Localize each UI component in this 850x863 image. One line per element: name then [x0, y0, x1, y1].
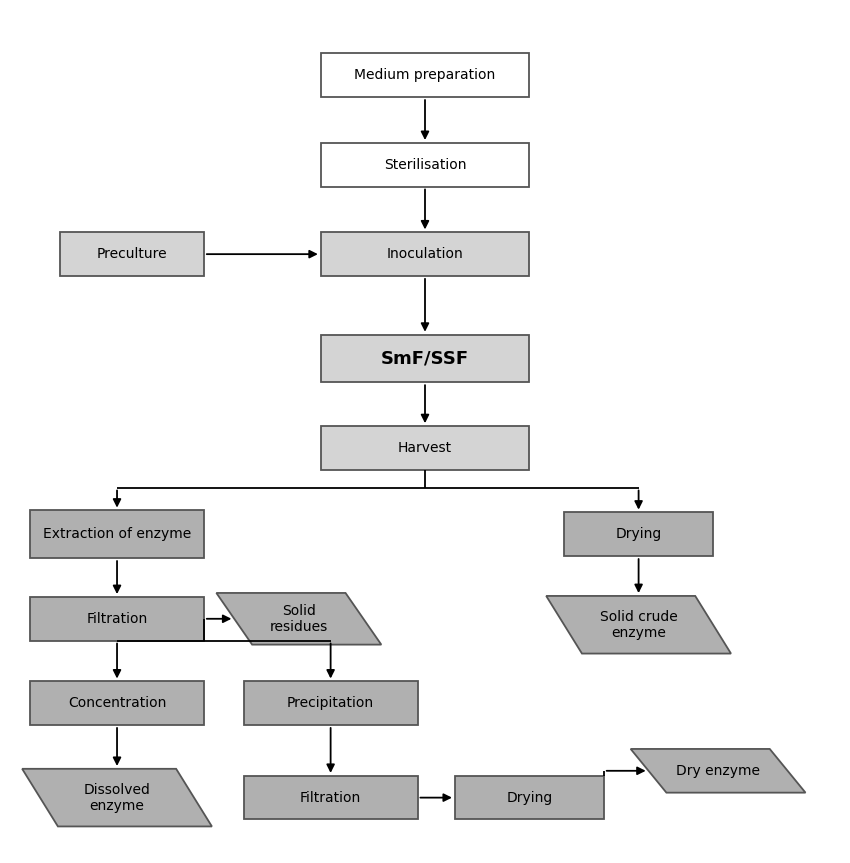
Text: Harvest: Harvest [398, 441, 452, 455]
Text: Concentration: Concentration [68, 696, 167, 710]
Bar [30, 511, 204, 558]
Bar [320, 232, 530, 276]
Bar [60, 232, 204, 276]
Bar [320, 335, 530, 382]
Text: Solid
residues: Solid residues [269, 604, 328, 634]
Bar [30, 597, 204, 640]
Text: Precipitation: Precipitation [287, 696, 374, 710]
Bar [244, 682, 417, 725]
Polygon shape [631, 749, 806, 792]
Text: Inoculation: Inoculation [387, 247, 463, 261]
Polygon shape [547, 596, 731, 653]
Text: SmF/SSF: SmF/SSF [381, 350, 469, 368]
Bar [320, 54, 530, 98]
Polygon shape [217, 593, 382, 645]
Bar [30, 682, 204, 725]
Text: Filtration: Filtration [87, 612, 148, 626]
Text: Drying: Drying [615, 527, 661, 541]
Bar [455, 776, 604, 820]
Text: Dry enzyme: Dry enzyme [676, 764, 760, 778]
Polygon shape [22, 769, 212, 827]
Bar [564, 513, 713, 556]
Bar [244, 776, 417, 820]
Text: Extraction of enzyme: Extraction of enzyme [42, 527, 191, 541]
Text: Dissolved
enzyme: Dissolved enzyme [83, 783, 150, 813]
Text: Filtration: Filtration [300, 791, 361, 804]
Bar [320, 143, 530, 186]
Text: Preculture: Preculture [97, 247, 167, 261]
Bar [320, 426, 530, 469]
Text: Medium preparation: Medium preparation [354, 68, 496, 82]
Text: Sterilisation: Sterilisation [383, 158, 467, 172]
Text: Solid crude
enzyme: Solid crude enzyme [600, 609, 677, 639]
Text: Drying: Drying [507, 791, 552, 804]
